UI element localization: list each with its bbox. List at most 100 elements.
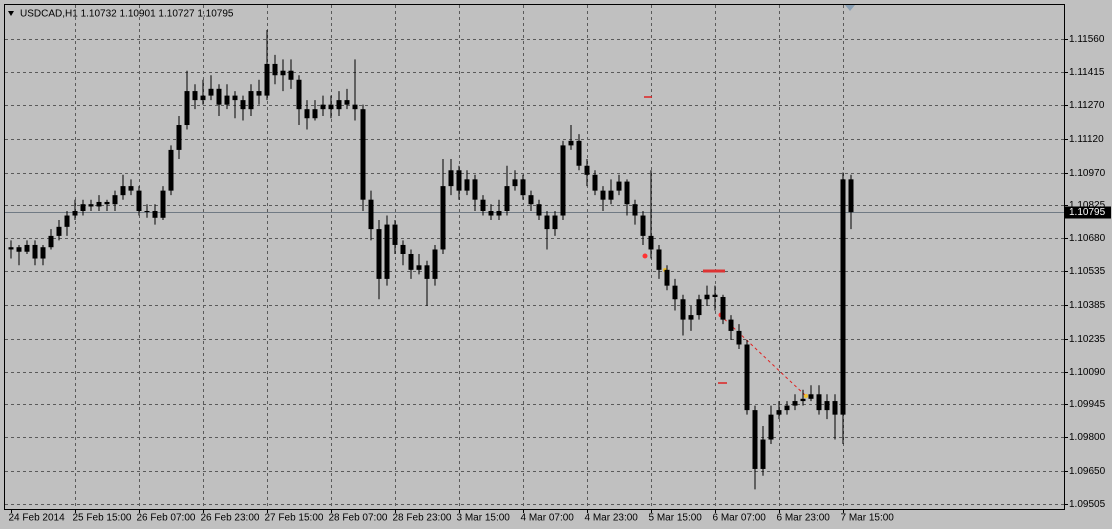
x-tick-label: 4 Mar 07:00	[521, 513, 575, 524]
candle-body	[224, 95, 230, 105]
candle-body	[120, 186, 126, 196]
candle-body	[408, 253, 414, 270]
x-tick-label: 25 Feb 15:00	[73, 513, 132, 524]
candle-body	[624, 181, 630, 205]
candle-body	[496, 211, 502, 216]
candle-body	[560, 145, 566, 216]
candle-body	[808, 394, 814, 399]
candle-body	[480, 199, 486, 212]
y-tick-label: 1.11415	[1069, 67, 1105, 78]
candle-body	[64, 215, 70, 227]
candle-body	[32, 244, 38, 259]
candle-body	[384, 224, 390, 279]
candle-body	[704, 294, 710, 300]
candle-body	[376, 229, 382, 279]
candle-body	[488, 211, 494, 216]
x-tick-label: 28 Feb 23:00	[393, 513, 452, 524]
candle-body	[368, 199, 374, 230]
candle-body	[200, 95, 206, 101]
y-tick-label: 1.10385	[1069, 300, 1106, 311]
candle-body	[784, 405, 790, 411]
candle-body	[344, 100, 350, 105]
candle-body	[456, 170, 462, 191]
candle-body	[336, 100, 342, 110]
candle-body	[640, 215, 646, 236]
y-tick-label: 1.11120	[1069, 134, 1104, 145]
menu-arrow[interactable]	[8, 11, 14, 16]
candle-body	[184, 91, 190, 126]
candle-body	[72, 211, 78, 216]
candle-body	[112, 195, 118, 205]
shift-marker[interactable]	[845, 5, 855, 11]
candle-body	[672, 285, 678, 300]
candle-body	[576, 140, 582, 166]
candle-body	[360, 109, 366, 200]
plot-frame	[4, 4, 1065, 510]
candle-body	[816, 394, 822, 411]
trend-line	[719, 314, 807, 397]
candle-body	[248, 91, 254, 110]
candle-body	[680, 299, 686, 320]
candle-body	[528, 195, 534, 205]
candle-body	[504, 186, 510, 212]
candle-body	[776, 410, 782, 415]
candle-body	[232, 95, 238, 101]
candle-body	[392, 224, 398, 245]
candle-body	[696, 299, 702, 316]
candle-body	[24, 244, 30, 252]
candle-body	[40, 247, 46, 259]
candle-body	[144, 211, 150, 213]
candle-body	[800, 398, 806, 402]
y-tick-label: 1.10825	[1069, 200, 1106, 211]
candle-body	[768, 414, 774, 440]
candle-body	[464, 179, 470, 191]
candle-body	[168, 149, 174, 191]
candle-body	[416, 265, 422, 270]
candle-body	[520, 179, 526, 196]
y-tick-label: 1.11270	[1069, 100, 1105, 111]
candle-body	[632, 204, 638, 216]
candle-body	[352, 104, 358, 110]
y-tick-label: 1.10535	[1069, 266, 1106, 277]
candle-body	[608, 190, 614, 200]
x-tick-label: 24 Feb 2014	[9, 513, 66, 524]
candle-body	[600, 190, 606, 200]
x-tick-label: 7 Mar 15:00	[841, 513, 895, 524]
candle-body	[432, 249, 438, 279]
candle-body	[752, 410, 758, 469]
candle-body	[312, 109, 318, 119]
candle-body	[448, 170, 454, 187]
x-tick-label: 6 Mar 23:00	[777, 513, 831, 524]
candle-body	[584, 165, 590, 175]
candle-body	[792, 401, 798, 406]
y-tick-label: 1.09650	[1069, 466, 1106, 477]
candle-body	[264, 63, 270, 96]
candle-body	[848, 179, 854, 213]
candle-body	[736, 330, 742, 345]
candle-body	[440, 186, 446, 250]
candle-body	[840, 179, 846, 415]
candle-body	[208, 88, 214, 96]
candle-body	[104, 201, 110, 205]
candle-body	[824, 401, 830, 411]
x-tick-label: 28 Feb 07:00	[329, 513, 388, 524]
candle-body	[744, 344, 750, 411]
x-tick-label: 27 Feb 15:00	[265, 513, 324, 524]
y-tick-label: 1.10970	[1069, 168, 1106, 179]
candle-body	[712, 294, 718, 297]
x-tick-label: 5 Mar 15:00	[649, 513, 703, 524]
candle-body	[304, 109, 310, 119]
y-tick-label: 1.10090	[1069, 367, 1106, 378]
candle-body	[288, 70, 294, 80]
x-tick-label: 26 Feb 07:00	[137, 513, 196, 524]
candle-body	[328, 104, 334, 110]
candle-body	[616, 181, 622, 191]
chart-title: USDCAD,H1 1.10732 1.10901 1.10727 1.1079…	[20, 9, 234, 20]
y-tick-label: 1.10680	[1069, 233, 1106, 244]
candle-body	[552, 215, 558, 230]
candle-body	[216, 88, 222, 105]
candle-body	[656, 249, 662, 270]
candle-body	[320, 104, 326, 110]
